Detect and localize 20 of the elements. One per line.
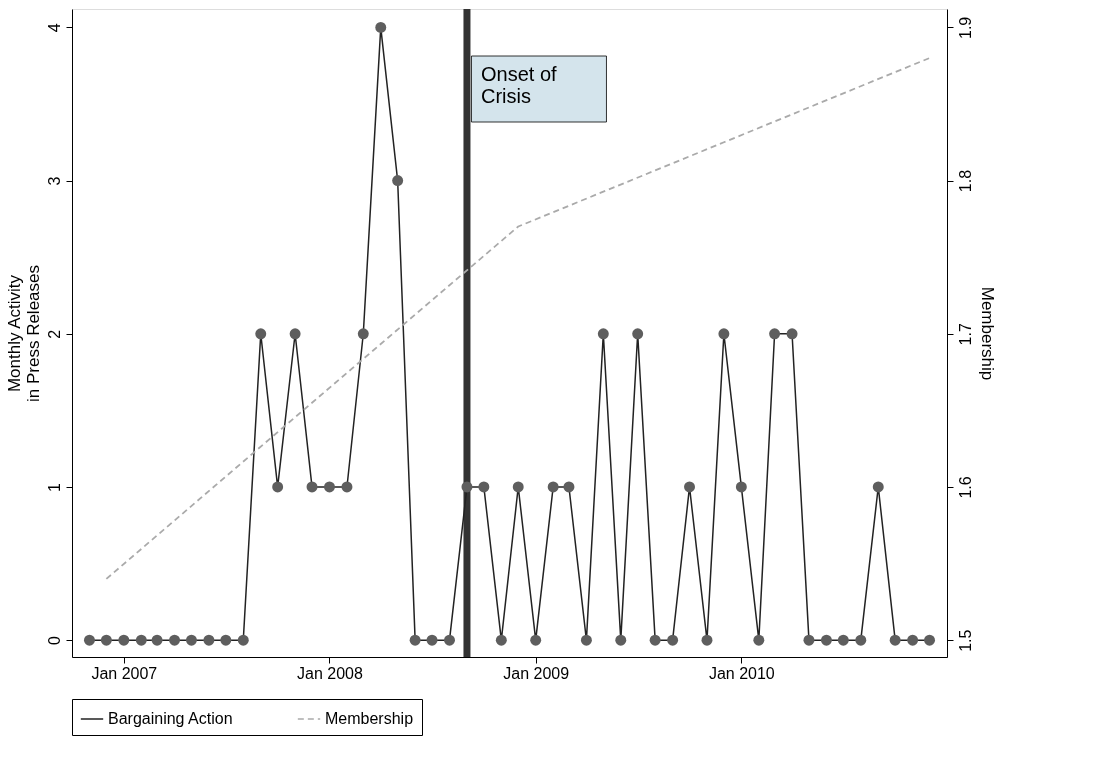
y2-tick-label: 1.6 xyxy=(956,476,974,499)
ref-line-label: Onset of Crisis xyxy=(480,63,557,107)
y2-tick-label: 1.5 xyxy=(956,629,974,652)
y-axis-title: Monthly Activity in Press Releases xyxy=(4,264,43,403)
x-tick-label: Jan 2008 xyxy=(297,664,363,682)
x-tick-label: Jan 2009 xyxy=(503,664,570,682)
y-tick-label: 2 xyxy=(45,329,63,339)
x-tick-label: Jan 2010 xyxy=(708,664,775,682)
y-tick-label: 3 xyxy=(45,176,63,186)
legend-label: Bargaining Action xyxy=(108,710,233,727)
y2-axis-title: Membership xyxy=(977,286,997,381)
y2-tick-label: 1.9 xyxy=(956,16,974,40)
x-tick-label: Jan 2007 xyxy=(91,664,158,682)
line-series xyxy=(105,57,931,580)
y-tick-label: 0 xyxy=(45,636,63,646)
legend-label: Membership xyxy=(325,710,414,727)
y2-tick-label: 1.8 xyxy=(956,169,974,193)
y-tick-label: 4 xyxy=(45,23,63,33)
y2-tick-label: 1.7 xyxy=(956,323,974,346)
y-tick-label: 1 xyxy=(45,482,63,492)
